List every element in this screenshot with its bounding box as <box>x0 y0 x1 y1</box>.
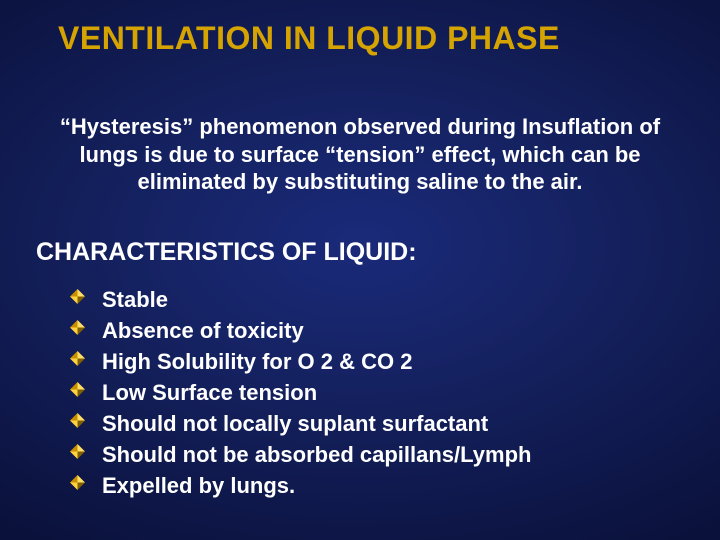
list-item-label: Stable <box>102 287 168 312</box>
slide: VENTILATION IN LIQUID PHASE “Hysteresis”… <box>0 0 720 540</box>
list-item: Low Surface tension <box>70 378 684 407</box>
list-item: Absence of toxicity <box>70 316 684 345</box>
intro-paragraph: “Hysteresis” phenomenon observed during … <box>45 113 675 196</box>
list-item: Should not locally suplant surfactant <box>70 409 684 438</box>
list-item: Expelled by lungs. <box>70 471 684 500</box>
bullet-list: Stable Absence of toxicity High Solubili… <box>36 285 684 500</box>
list-item: High Solubility for O 2 & CO 2 <box>70 347 684 376</box>
list-item-label: Low Surface tension <box>102 380 317 405</box>
list-item-label: Should not locally suplant surfactant <box>102 411 488 436</box>
diamond-bullet-icon <box>70 444 85 459</box>
slide-title: VENTILATION IN LIQUID PHASE <box>58 20 684 57</box>
list-item-label: High Solubility for O 2 & CO 2 <box>102 349 412 374</box>
diamond-bullet-icon <box>70 351 85 366</box>
diamond-bullet-icon <box>70 289 85 304</box>
list-item-label: Absence of toxicity <box>102 318 304 343</box>
list-item-label: Expelled by lungs. <box>102 473 295 498</box>
diamond-bullet-icon <box>70 475 85 490</box>
diamond-bullet-icon <box>70 413 85 428</box>
list-item-label: Should not be absorbed capillans/Lymph <box>102 442 531 467</box>
diamond-bullet-icon <box>70 320 85 335</box>
list-item: Should not be absorbed capillans/Lymph <box>70 440 684 469</box>
diamond-bullet-icon <box>70 382 85 397</box>
list-item: Stable <box>70 285 684 314</box>
characteristics-heading: CHARACTERISTICS OF LIQUID: <box>36 238 684 267</box>
